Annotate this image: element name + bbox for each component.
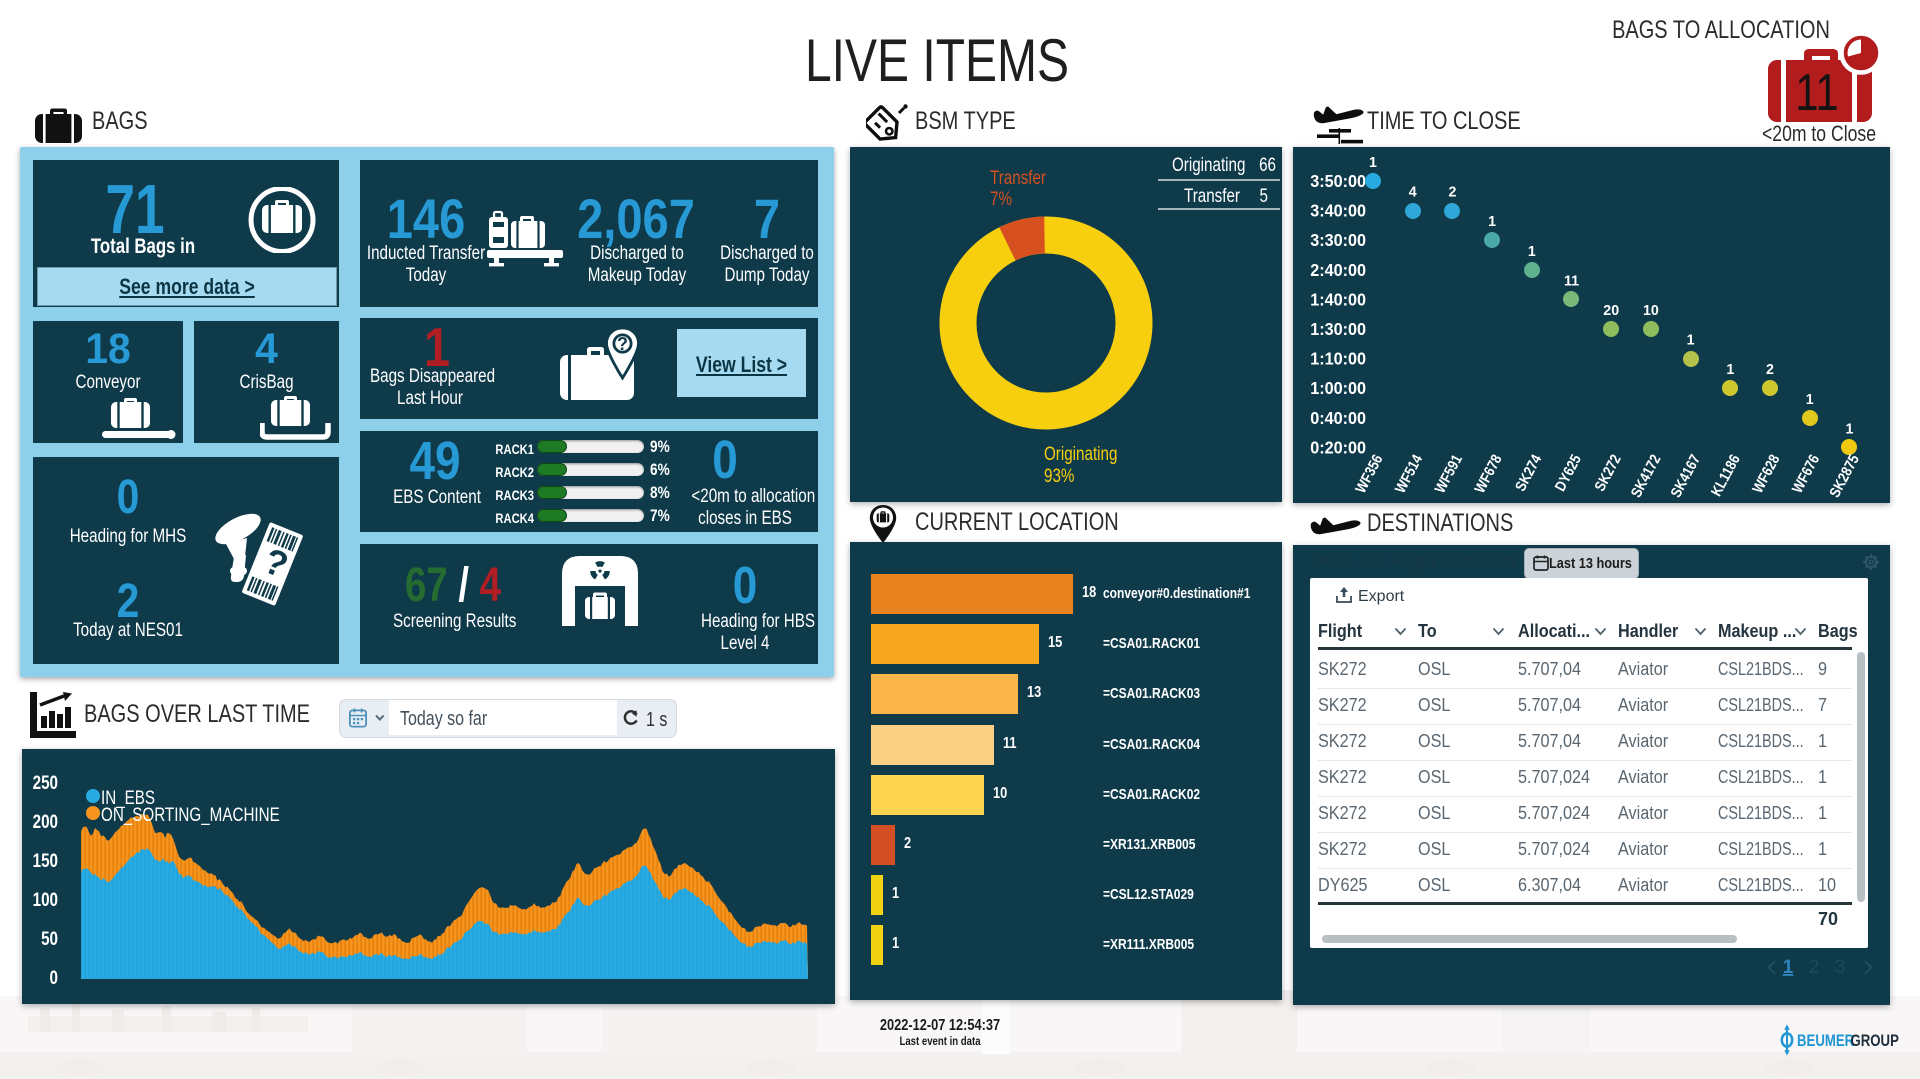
svg-text:1:10:00: 1:10:00 bbox=[1310, 349, 1366, 369]
svg-text:4: 4 bbox=[1409, 184, 1418, 200]
svg-text:Transfer: Transfer bbox=[990, 166, 1046, 188]
svg-text:Originating: Originating bbox=[1044, 442, 1117, 464]
svg-text:1: 1 bbox=[1528, 243, 1536, 259]
svg-text:20: 20 bbox=[1603, 303, 1619, 319]
svg-text:SK4172: SK4172 bbox=[1627, 451, 1664, 500]
svg-text:1: 1 bbox=[1488, 214, 1496, 230]
svg-text:SK4167: SK4167 bbox=[1667, 451, 1704, 500]
svg-text:1:00:00: 1:00:00 bbox=[1310, 378, 1366, 398]
svg-text:SK274: SK274 bbox=[1511, 451, 1545, 494]
svg-text:1: 1 bbox=[1806, 391, 1814, 407]
svg-text:66: 66 bbox=[1259, 153, 1276, 175]
svg-text:WF676: WF676 bbox=[1788, 451, 1823, 496]
svg-text:5: 5 bbox=[1260, 184, 1268, 206]
svg-text:11: 11 bbox=[1795, 63, 1838, 122]
svg-text:WF356: WF356 bbox=[1351, 451, 1386, 496]
svg-text:1: 1 bbox=[1783, 957, 1794, 978]
svg-text:KL1186: KL1186 bbox=[1707, 451, 1743, 499]
svg-text:11: 11 bbox=[1564, 273, 1579, 289]
svg-text:SK272: SK272 bbox=[1591, 451, 1625, 494]
svg-text:3:40:00: 3:40:00 bbox=[1310, 201, 1366, 221]
svg-text:?: ? bbox=[617, 334, 628, 354]
svg-text:2: 2 bbox=[1448, 184, 1456, 200]
svg-text:7%: 7% bbox=[990, 187, 1012, 209]
svg-text:2: 2 bbox=[1809, 957, 1820, 978]
svg-text:3: 3 bbox=[1835, 957, 1846, 978]
svg-text:Originating: Originating bbox=[1172, 153, 1245, 175]
svg-text:1: 1 bbox=[1726, 362, 1734, 378]
svg-text:1:30:00: 1:30:00 bbox=[1310, 319, 1366, 339]
svg-text:1: 1 bbox=[1845, 421, 1853, 437]
svg-text:3:50:00: 3:50:00 bbox=[1310, 171, 1366, 191]
svg-text:WF678: WF678 bbox=[1470, 451, 1505, 496]
svg-text:3:30:00: 3:30:00 bbox=[1310, 230, 1366, 250]
svg-text:DY625: DY625 bbox=[1551, 451, 1585, 494]
svg-text:SK2875: SK2875 bbox=[1825, 451, 1862, 500]
svg-text:93%: 93% bbox=[1044, 464, 1074, 486]
svg-text:WF514: WF514 bbox=[1391, 451, 1426, 496]
svg-text:GROUP: GROUP bbox=[1851, 1032, 1899, 1051]
svg-text:0:40:00: 0:40:00 bbox=[1310, 408, 1366, 428]
svg-text:0:20:00: 0:20:00 bbox=[1310, 438, 1366, 458]
svg-text:2:40:00: 2:40:00 bbox=[1310, 260, 1366, 280]
svg-text:10: 10 bbox=[1643, 303, 1659, 319]
svg-text:WF628: WF628 bbox=[1748, 451, 1783, 496]
svg-text:WF591: WF591 bbox=[1431, 451, 1466, 496]
svg-text:1: 1 bbox=[1369, 155, 1377, 171]
svg-text:1: 1 bbox=[1687, 332, 1695, 348]
svg-text:1:40:00: 1:40:00 bbox=[1310, 290, 1366, 310]
svg-text:2: 2 bbox=[1766, 362, 1774, 378]
svg-text:Transfer: Transfer bbox=[1184, 184, 1240, 206]
svg-text:BEUMER: BEUMER bbox=[1797, 1032, 1854, 1051]
